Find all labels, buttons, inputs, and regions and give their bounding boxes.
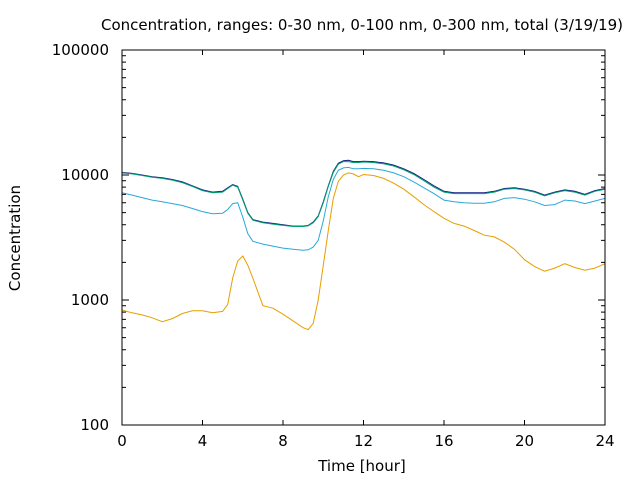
x-axis: 0 4 8 12 16 20 24 xyxy=(117,50,615,450)
series-line-2 xyxy=(121,161,606,227)
series-line-3 xyxy=(121,166,606,251)
y-tick-label: 10000 xyxy=(61,166,109,184)
x-tick-label: 12 xyxy=(354,432,373,450)
x-tick-label: 4 xyxy=(198,432,208,450)
x-tick-label: 16 xyxy=(434,432,453,450)
x-axis-label: Time [hour] xyxy=(317,457,406,475)
y-tick-label: 100000 xyxy=(52,41,109,59)
x-tick-label: 8 xyxy=(278,432,288,450)
plot-area xyxy=(121,159,606,331)
y-tick-label: 1000 xyxy=(71,291,109,309)
y-axis: 100 1000 10000 100000 xyxy=(52,41,605,434)
x-tick-label: 0 xyxy=(117,432,127,450)
x-tick-label: 20 xyxy=(515,432,534,450)
x-tick-label: 24 xyxy=(595,432,614,450)
plot-frame xyxy=(121,49,606,426)
y-tick-label: 100 xyxy=(80,416,109,434)
chart-title: Concentration, ranges: 0-30 nm, 0-100 nm… xyxy=(101,16,623,34)
series-line-1 xyxy=(121,159,606,227)
y-axis-label: Concentration xyxy=(6,185,24,291)
series-line-4 xyxy=(121,172,606,331)
